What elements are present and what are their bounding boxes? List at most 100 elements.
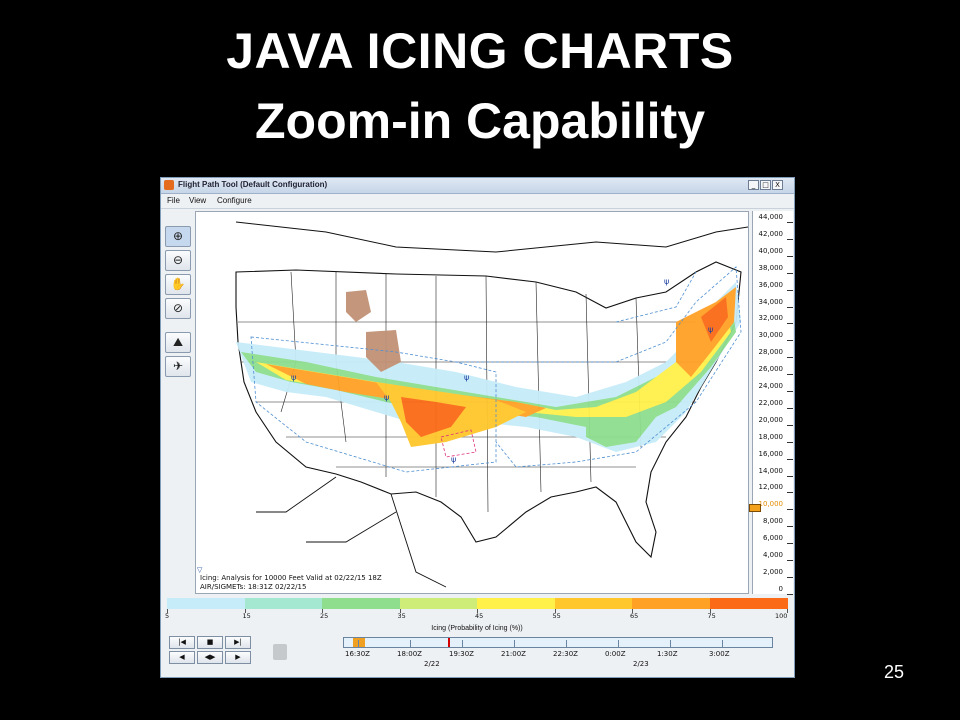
menu-view[interactable]: View bbox=[189, 196, 207, 205]
altitude-tick bbox=[787, 458, 793, 460]
timeline-date-label: 2/22 bbox=[424, 660, 440, 668]
menu-configure[interactable]: Configure bbox=[217, 196, 252, 205]
window-titlebar[interactable]: Flight Path Tool (Default Configuration)… bbox=[161, 178, 794, 194]
altitude-label[interactable]: 20,000 bbox=[758, 415, 784, 424]
airsigmet-info-text: AIR/SIGMETs: 18:31Z 02/22/15 bbox=[200, 583, 307, 591]
last-frame-button[interactable]: ▶| bbox=[225, 636, 251, 649]
legend-tick-label: 75 bbox=[707, 612, 716, 620]
legend-color-swatch bbox=[477, 598, 555, 609]
timeline-current-marker[interactable] bbox=[448, 638, 450, 647]
altitude-label[interactable]: 18,000 bbox=[758, 432, 784, 441]
reset-view-icon: ⊘ bbox=[172, 301, 184, 315]
first-frame-button[interactable]: |◀ bbox=[169, 636, 195, 649]
altitude-tick bbox=[787, 424, 793, 426]
altitude-tick bbox=[787, 560, 793, 561]
slide-title-line2: Zoom-in Capability bbox=[255, 93, 705, 149]
altitude-tick bbox=[787, 323, 793, 325]
altitude-label[interactable]: 4,000 bbox=[762, 551, 783, 559]
svg-text:ψ: ψ bbox=[464, 373, 469, 382]
altitude-label[interactable]: 22,000 bbox=[758, 398, 784, 407]
collapse-icon[interactable]: ▽ bbox=[197, 567, 203, 574]
flight-profile-button[interactable]: ✈ bbox=[165, 356, 191, 377]
svg-text:ψ: ψ bbox=[451, 455, 456, 464]
legend-tick bbox=[399, 609, 401, 613]
altitude-label[interactable]: 26,000 bbox=[758, 365, 784, 374]
altitude-label[interactable]: 38,000 bbox=[758, 263, 784, 272]
step-both-button[interactable]: ◀▶ bbox=[197, 651, 223, 664]
pan-button[interactable]: ✋ bbox=[165, 274, 191, 295]
altitude-label[interactable]: 0 bbox=[778, 584, 783, 593]
icing-probability-legend: Icing (Probability of Icing (%)) 5 15 25 35… bbox=[165, 598, 788, 636]
menu-file[interactable]: File bbox=[167, 196, 180, 205]
altitude-label[interactable]: 16,000 bbox=[758, 449, 784, 458]
legend-tick-label: 65 bbox=[630, 612, 639, 620]
animation-timeline[interactable] bbox=[343, 637, 773, 648]
altitude-label[interactable]: 32,000 bbox=[758, 314, 784, 323]
altitude-tick bbox=[787, 289, 793, 291]
altitude-tick bbox=[787, 306, 793, 308]
altitude-label[interactable]: 28,000 bbox=[758, 348, 784, 357]
legend-tick bbox=[554, 609, 556, 613]
legend-tick bbox=[167, 609, 168, 613]
flight-profile-icon: ✈ bbox=[172, 359, 184, 373]
timeline-time-label: 0:00Z bbox=[605, 650, 626, 658]
app-icon bbox=[164, 180, 174, 190]
altitude-scale[interactable]: 44,000 42,000 40,000 38,000 36,000 34,000 32,0… bbox=[752, 211, 793, 595]
legend-title: Icing (Probability of Icing (%)) bbox=[431, 625, 523, 632]
altitude-label[interactable]: 10,000 bbox=[758, 500, 784, 509]
altitude-label[interactable]: 2,000 bbox=[762, 567, 783, 576]
timeline-tick bbox=[358, 640, 359, 647]
altitude-label[interactable]: 34,000 bbox=[758, 297, 784, 306]
timeline-time-label: 21:00Z bbox=[501, 650, 526, 658]
altitude-label[interactable]: 40,000 bbox=[758, 246, 784, 255]
altitude-label[interactable]: 36,000 bbox=[758, 280, 784, 289]
pan-hand-icon: ✋ bbox=[170, 277, 186, 291]
altitude-label[interactable]: 44,000 bbox=[758, 213, 784, 221]
cross-section-button[interactable]: ⛰ bbox=[165, 332, 191, 353]
stop-button[interactable]: ■ bbox=[197, 636, 223, 649]
altitude-label[interactable]: 12,000 bbox=[758, 483, 784, 492]
close-button[interactable]: X bbox=[772, 180, 783, 190]
altitude-slider-handle[interactable] bbox=[749, 504, 761, 512]
altitude-tick bbox=[787, 391, 793, 392]
window-title: Flight Path Tool (Default Configuration) bbox=[178, 180, 328, 189]
maximize-button[interactable]: □ bbox=[760, 180, 771, 190]
altitude-tick bbox=[787, 238, 793, 240]
altitude-tick bbox=[787, 407, 793, 409]
altitude-label[interactable]: 42,000 bbox=[758, 229, 784, 238]
altitude-label[interactable]: 30,000 bbox=[758, 331, 784, 340]
altitude-tick bbox=[787, 441, 793, 443]
legend-color-swatch bbox=[632, 598, 710, 609]
reset-view-button[interactable]: ⊘ bbox=[165, 298, 191, 319]
altitude-tick bbox=[787, 340, 793, 342]
svg-text:ψ: ψ bbox=[664, 277, 669, 286]
icing-map[interactable]: ψ ψ ψ ψ ψ ψ Icing: Analysis for 10000 Feet V… bbox=[195, 211, 749, 594]
step-forward-button[interactable]: ▶ bbox=[225, 651, 251, 664]
step-back-button[interactable]: ◀ bbox=[169, 651, 195, 664]
legend-color-swatch bbox=[709, 598, 788, 609]
zoom-in-button[interactable]: ⊕ bbox=[165, 226, 191, 247]
legend-tick-label: 55 bbox=[552, 612, 561, 620]
us-map-svg: ψ ψ ψ ψ ψ ψ bbox=[235, 221, 748, 588]
altitude-tick bbox=[787, 576, 793, 578]
altitude-label[interactable]: 6,000 bbox=[762, 534, 783, 543]
legend-tick-label: 45 bbox=[475, 612, 484, 620]
timeline-time-label: 19:30Z bbox=[449, 650, 474, 658]
minimize-button[interactable]: _ bbox=[748, 180, 759, 190]
altitude-tick bbox=[787, 593, 793, 595]
legend-tick-label: 25 bbox=[320, 612, 329, 620]
legend-color-swatch bbox=[322, 598, 400, 609]
legend-tick bbox=[322, 609, 323, 613]
timeline-tick bbox=[722, 640, 723, 647]
timeline-time-label: 3:00Z bbox=[709, 650, 730, 658]
legend-tick bbox=[632, 609, 633, 613]
zoom-out-button[interactable]: ⊖ bbox=[165, 250, 191, 271]
loop-icon[interactable] bbox=[273, 644, 287, 660]
altitude-label[interactable]: 24,000 bbox=[758, 382, 784, 390]
altitude-label[interactable]: 14,000 bbox=[758, 466, 784, 475]
legend-tick-label: 5 bbox=[165, 612, 170, 620]
altitude-tick bbox=[787, 374, 793, 376]
legend-tick bbox=[709, 609, 711, 613]
altitude-label[interactable]: 8,000 bbox=[762, 517, 783, 526]
analysis-info-text: Icing: Analysis for 10000 Feet Valid at … bbox=[200, 574, 382, 582]
